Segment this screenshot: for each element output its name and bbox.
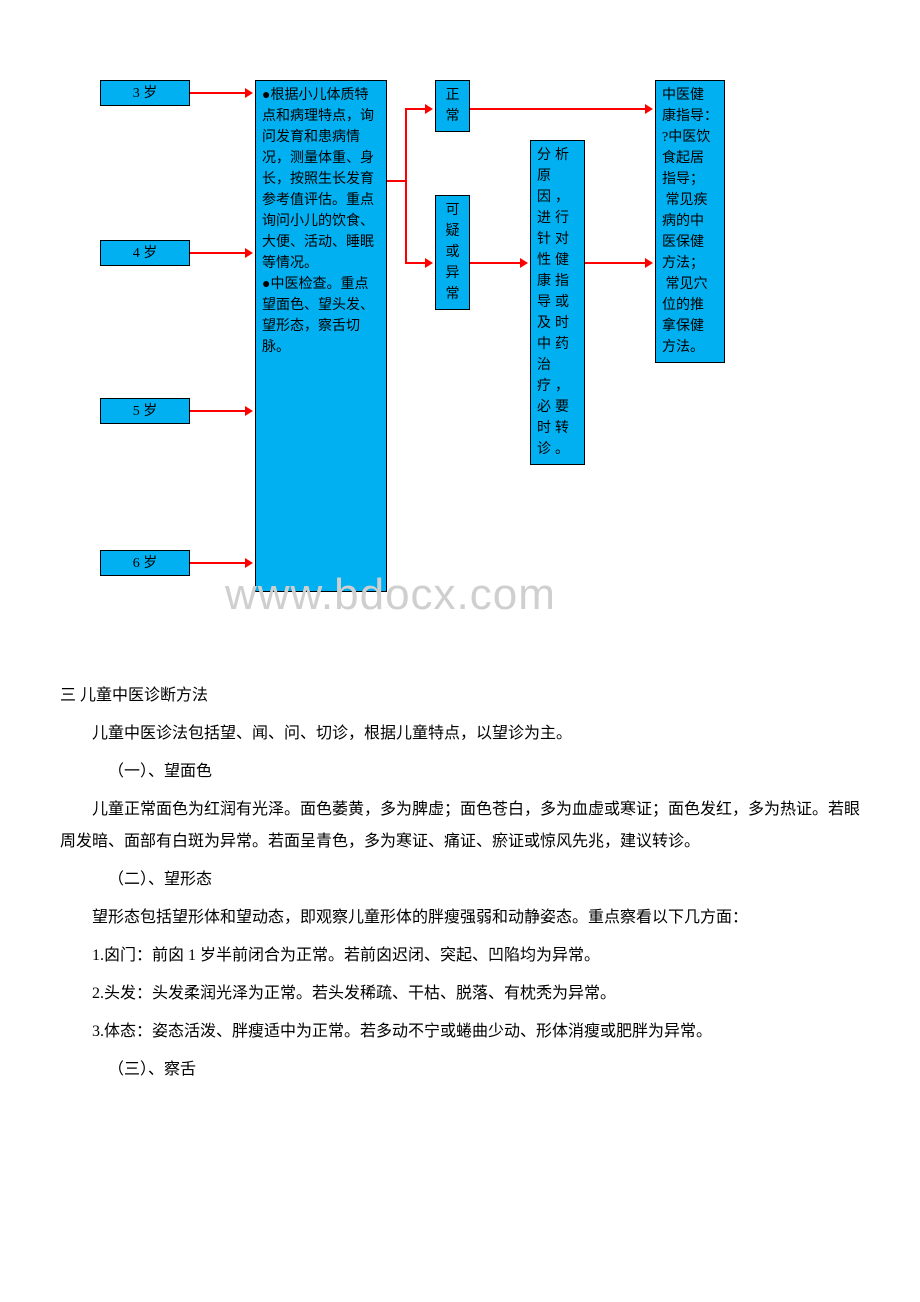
edge-line: [190, 92, 245, 94]
subsection-3-title: （三）、察舌: [60, 1054, 860, 1086]
edge-line: [190, 562, 245, 564]
arrow-icon: [425, 104, 433, 114]
age-4-node: 4 岁: [100, 240, 190, 266]
guidance-node: 中医健 康指导： ?中医饮 食起居 指导； 常见疾 病的中 医保健 方法； 常见…: [655, 80, 725, 363]
arrow-icon: [245, 88, 253, 98]
arrow-icon: [245, 558, 253, 568]
subsection-1-title: （一）、望面色: [60, 756, 860, 788]
arrow-icon: [245, 406, 253, 416]
edge-line: [405, 262, 427, 264]
edge-line: [470, 262, 522, 264]
center-process-node: ●根据小儿体质特点和病理特点，询问发育和患病情况，测量体重、身长，按照生长发育参…: [255, 80, 387, 592]
age-5-node: 5 岁: [100, 398, 190, 424]
edge-line: [470, 108, 647, 110]
analysis-node: 分析 原因， 进行 针对 性健 康指 导或 及时 中药 治疗， 必要 时转 诊。: [530, 140, 585, 465]
edge-line: [190, 410, 245, 412]
subsection-2-body: 望形态包括望形体和望动态，即观察儿童形体的胖瘦强弱和动静姿态。重点察看以下几方面…: [60, 902, 860, 934]
suspicious-node: 可 疑 或 异 常: [435, 195, 470, 310]
arrow-icon: [645, 258, 653, 268]
arrow-icon: [520, 258, 528, 268]
list-item-1: 1.囟门：前囟 1 岁半前闭合为正常。若前囟迟闭、突起、凹陷均为异常。: [60, 940, 860, 972]
document-body: 三 儿童中医诊断方法 儿童中医诊法包括望、闻、问、切诊，根据儿童特点，以望诊为主…: [60, 680, 860, 1086]
section-3-title: 三 儿童中医诊断方法: [60, 680, 860, 712]
edge-line: [405, 108, 427, 110]
subsection-2-title: （二）、望形态: [60, 864, 860, 896]
flowchart-container: 3 岁 4 岁 5 岁 6 岁 ●根据小儿体质特点和病理特点，询问发育和患病情况…: [60, 80, 860, 640]
arrow-icon: [245, 248, 253, 258]
arrow-icon: [425, 258, 433, 268]
age-3-node: 3 岁: [100, 80, 190, 106]
subsection-1-body: 儿童正常面色为红润有光泽。面色萎黄，多为脾虚；面色苍白，多为血虚或寒证；面色发红…: [60, 794, 860, 858]
arrow-icon: [645, 104, 653, 114]
age-6-node: 6 岁: [100, 550, 190, 576]
edge-line: [387, 180, 407, 182]
normal-node: 正 常: [435, 80, 470, 132]
edge-line: [190, 252, 245, 254]
list-item-3: 3.体态：姿态活泼、胖瘦适中为正常。若多动不宁或蜷曲少动、形体消瘦或肥胖为异常。: [60, 1016, 860, 1048]
section-3-intro: 儿童中医诊法包括望、闻、问、切诊，根据儿童特点，以望诊为主。: [60, 718, 860, 750]
edge-line: [405, 108, 407, 263]
list-item-2: 2.头发：头发柔润光泽为正常。若头发稀疏、干枯、脱落、有枕秃为异常。: [60, 978, 860, 1010]
edge-line: [585, 262, 647, 264]
